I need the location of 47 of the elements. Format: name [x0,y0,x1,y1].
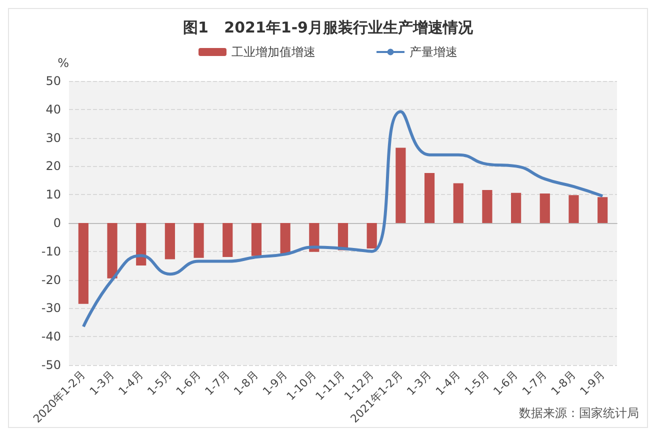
y-axis-title: % [58,56,69,70]
y-tick-label: 0 [53,216,61,230]
bar [136,222,146,266]
y-tick-label: 20 [46,159,61,174]
legend-label: 产量增速 [410,45,458,59]
y-tick-label: 30 [46,130,61,145]
bar [540,193,550,223]
x-tick-label: 1-3月 [404,368,434,398]
x-tick-label: 1-8月 [231,368,262,398]
bar [366,222,377,249]
bar [107,222,118,278]
x-tick-label: 1-7月 [520,368,550,398]
x-tick-label: 1-4月 [433,368,463,398]
bar [424,172,435,223]
bar [511,192,522,223]
bar [396,148,406,223]
y-tick-label: 50 [46,74,61,88]
x-tick-label: 1-5月 [144,368,175,398]
source-note: 数据来源：国家统计局 [519,406,639,420]
bar [78,222,88,304]
bar [598,197,608,223]
bar [222,222,233,258]
y-tick-label: -20 [41,272,61,287]
bar [453,183,464,223]
x-tick-label: 1-7月 [202,368,232,398]
y-tick-label: -10 [41,244,61,258]
y-tick-label: -30 [41,301,61,316]
x-tick-label: 1-9月 [578,368,608,398]
bar [164,222,175,260]
y-tick-label: -50 [41,358,61,372]
bar [194,222,204,258]
y-tick-label: -40 [41,330,61,344]
x-tick-label: 1-6月 [174,368,204,398]
x-tick-label: 1-8月 [548,368,578,398]
x-tick-label: 1-4月 [116,368,146,398]
x-tick-label: 1-3月 [87,368,117,398]
line-series [82,110,604,328]
x-tick-label: 1-6月 [490,368,521,398]
y-tick-label: 40 [46,102,61,116]
legend-label: 工业增加值增速 [232,45,316,59]
chart-title: 图1 2021年1-9月服装行业生产增速情况 [183,18,474,36]
y-tick-label: 10 [46,188,61,202]
bar [251,222,262,256]
bar [482,190,492,223]
bar [280,222,290,254]
x-tick-label: 1-5月 [462,368,492,398]
bar [568,195,579,223]
